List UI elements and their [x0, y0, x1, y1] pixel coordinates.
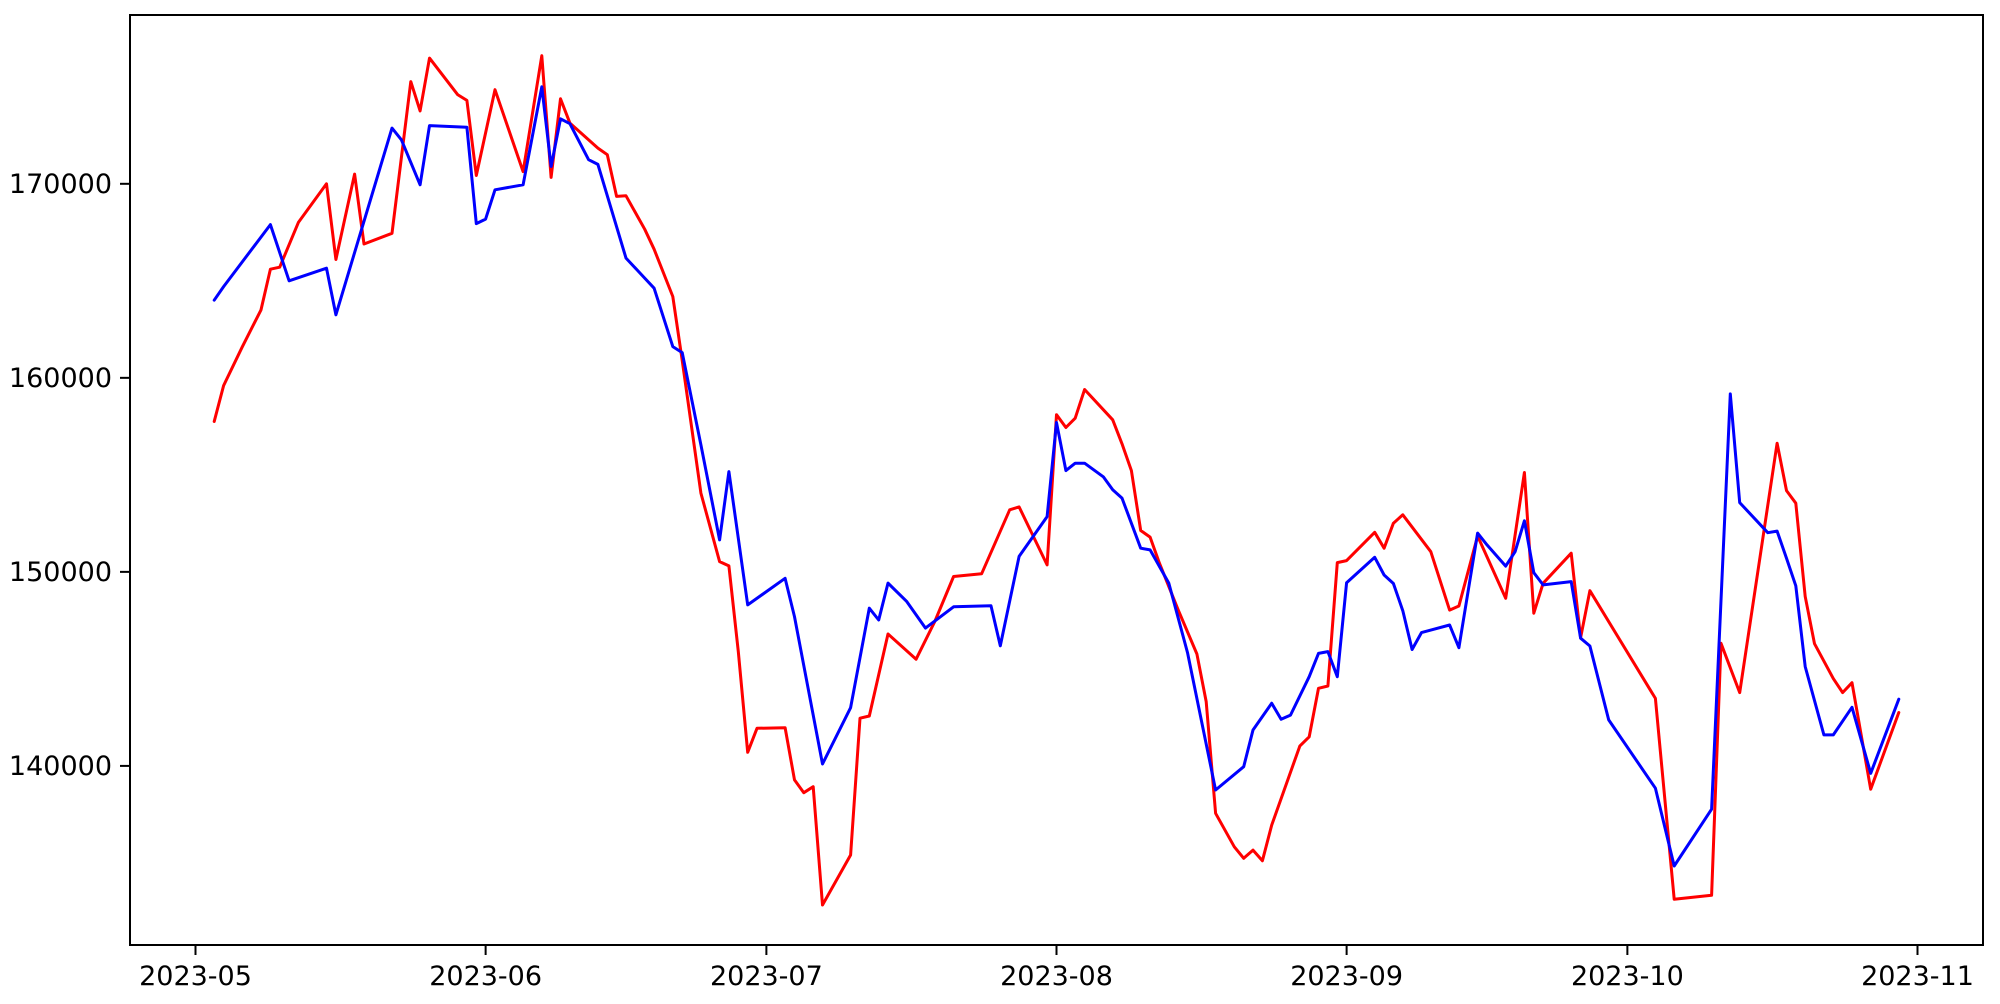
x-tick-label: 2023-06 [429, 961, 542, 992]
y-tick-label: 160000 [9, 363, 112, 394]
y-tick-label: 140000 [9, 751, 112, 782]
y-tick-label: 170000 [9, 169, 112, 200]
y-tick-label: 150000 [9, 557, 112, 588]
x-tick-label: 2023-11 [1861, 961, 1974, 992]
blue-series-line [212, 85, 1901, 868]
red-series-line [212, 54, 1901, 907]
x-tick-label: 2023-07 [710, 961, 823, 992]
x-tick-label: 2023-09 [1290, 961, 1403, 992]
x-tick-label: 2023-08 [1000, 961, 1113, 992]
x-tick-label: 2023-10 [1571, 961, 1684, 992]
x-tick-label: 2023-05 [139, 961, 252, 992]
